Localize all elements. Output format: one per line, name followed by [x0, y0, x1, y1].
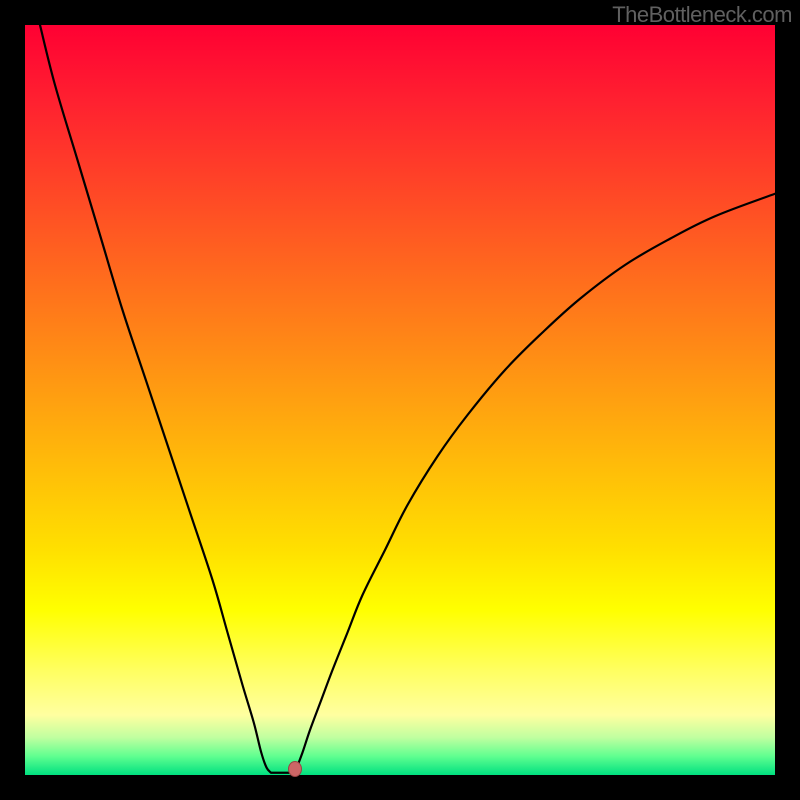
plot-area [25, 25, 775, 775]
chart-container: TheBottleneck.com [0, 0, 800, 800]
bottleneck-curve [40, 25, 775, 773]
curve-layer [25, 25, 775, 775]
watermark-text: TheBottleneck.com [612, 2, 792, 28]
optimum-marker [288, 761, 302, 777]
